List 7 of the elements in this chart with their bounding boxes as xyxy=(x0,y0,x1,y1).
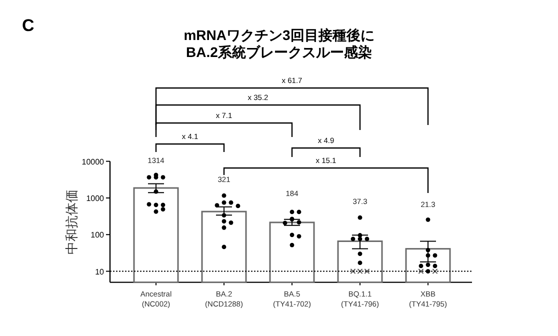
chart-title: mRNAワクチン3回目接種後に BA.2系統ブレークスルー感染 xyxy=(184,27,374,60)
y-tick-label: 10 xyxy=(95,267,105,276)
y-tick-label: 1000 xyxy=(86,194,105,203)
text: C xyxy=(22,16,34,35)
y-tick-label: 10000 xyxy=(82,157,105,166)
y-axis-title: 中和抗体価 xyxy=(64,189,79,254)
y-tick-label: 100 xyxy=(90,230,105,240)
